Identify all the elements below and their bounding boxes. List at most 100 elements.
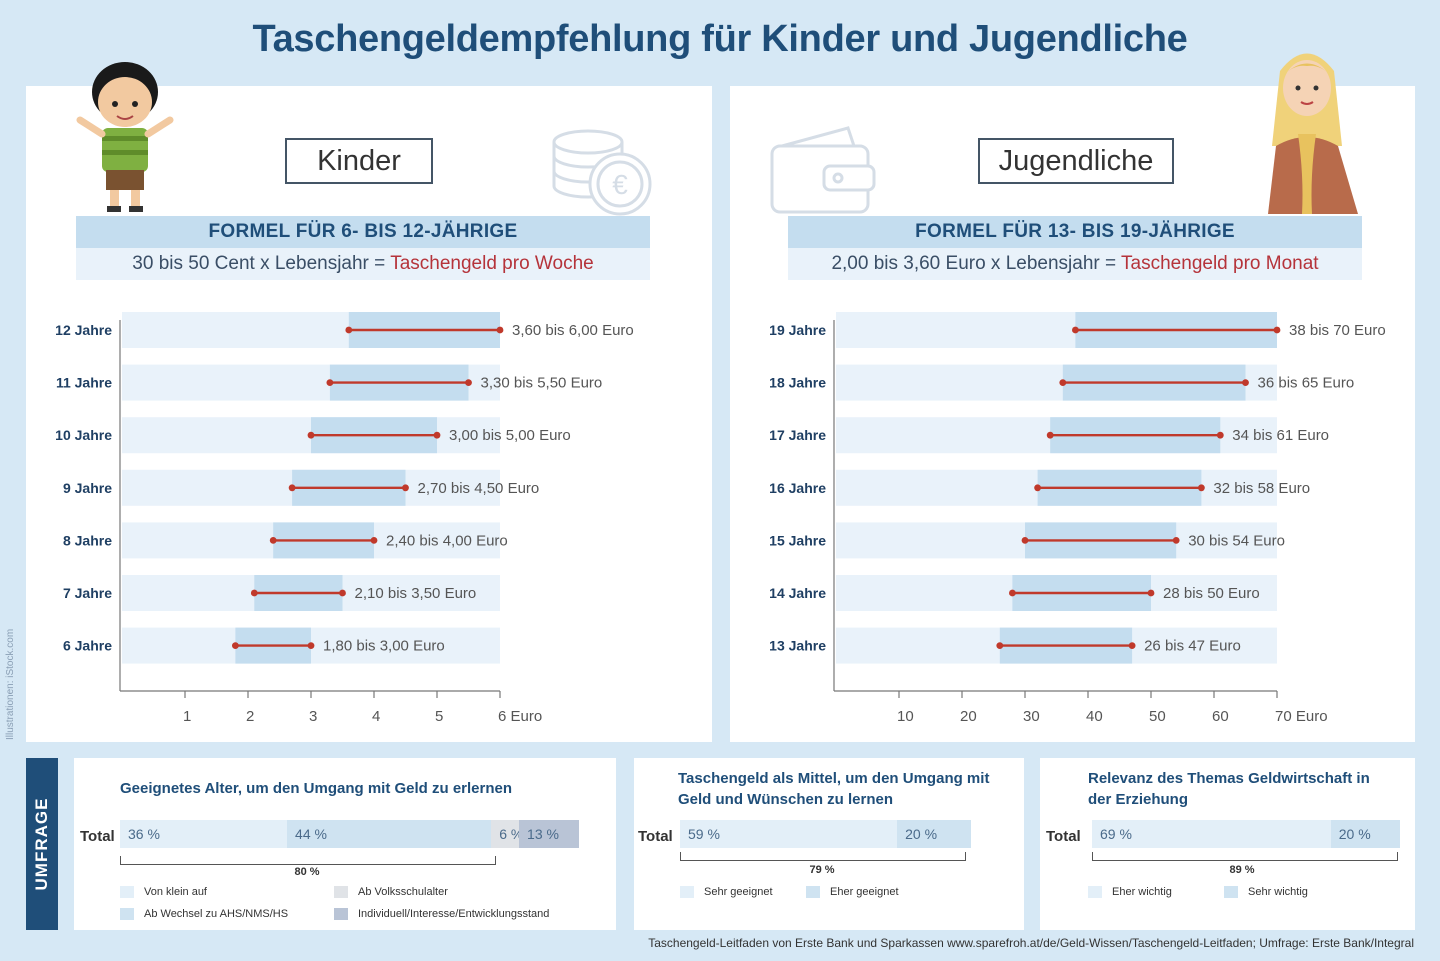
kinder-formula-main: 30 bis 50 Cent x Lebensjahr = [132,253,391,274]
range-max-point [1198,484,1205,492]
range-max-point [433,431,441,439]
kinder-label: Kinder [285,138,433,184]
range-max-point [1128,642,1136,649]
legend-item: Sehr wichtig [1224,886,1308,898]
jugendliche-chart: 19 Jahre 38 bis 70 Euro 18 Jahre 36 bis 65 … [769,312,1386,725]
x-tick-label: 1 [183,708,191,725]
girl-illustration [1268,53,1358,214]
bar-segment: 36 % [120,820,288,848]
bar-segment: 69 % [1092,820,1331,848]
category-label: 8 Jahre [63,532,112,548]
legend-label: Individuell/Interesse/Entwicklungsstand [358,908,550,920]
x-tick-label: 6 Euro [498,708,542,725]
jugendliche-formula-heading: FORMEL FÜR 13- BIS 19-JÄHRIGE [788,216,1362,248]
range-max-point [1147,589,1155,597]
wallet-icon [770,126,876,214]
range-max-point [307,642,315,649]
bracket-value: 79 % [809,864,835,876]
x-tick-label: 40 [1086,708,1103,725]
bracket [1092,852,1398,861]
survey-tag-label: UMFRAGE [32,797,51,891]
bar-segment: 13 % [519,820,580,848]
bracket-value: 80 % [294,866,320,878]
survey-panel-relevance: Relevanz des Themas Geldwirtschaft in de… [1040,758,1415,930]
value-label: 38 bis 70 Euro [1289,322,1386,339]
survey-panel-age: Geeignetes Alter, um den Umgang mit Geld… [74,758,616,930]
category-label: 15 Jahre [769,532,826,548]
range-max-point [1273,326,1281,334]
value-label: 36 bis 65 Euro [1258,375,1355,392]
bar-segment: 59 % [680,820,898,848]
kinder-formula-result: Taschengeld pro Woche [390,253,594,274]
survey-title: Geeignetes Alter, um den Umgang mit Geld… [120,780,513,797]
range-min-point [1034,484,1041,492]
range-max-point [370,537,378,544]
range-min-point [1021,537,1029,544]
kinder-chart: 12 Jahre 3,60 bis 6,00 Euro 11 Jahre 3,30 b… [55,312,634,725]
range-min-point [288,484,296,492]
legend-item: Eher wichtig [1088,886,1172,898]
range-max-point [1172,537,1180,544]
category-label: 14 Jahre [769,585,826,601]
range-min-point [326,379,334,386]
value-label: 1,80 bis 3,00 Euro [323,638,445,655]
survey-title: Taschengeld als Mittel, um den Umgang mi… [678,770,990,808]
range-min-point [1009,589,1016,597]
jugendliche-label: Jugendliche [978,138,1174,184]
range-min-point [1059,379,1067,386]
x-tick-label: 10 [897,708,914,725]
value-label: 34 bis 61 Euro [1232,427,1329,444]
category-label: 13 Jahre [769,638,826,654]
survey-title: Relevanz des Themas Geldwirtschaft in de… [1088,770,1370,808]
total-label: Total [80,828,115,845]
category-label: 17 Jahre [769,427,826,443]
legend-label: Sehr wichtig [1248,886,1308,898]
legend-item: Sehr geeignet [680,886,773,898]
legend-item: Individuell/Interesse/Entwicklungsstand [334,908,549,920]
category-label: 11 Jahre [56,375,112,391]
category-label: 12 Jahre [55,322,112,338]
value-label: 3,60 bis 6,00 Euro [512,322,634,339]
survey-panel-pocket-money: Taschengeld als Mittel, um den Umgang mi… [634,758,1024,930]
x-tick-label: 60 [1212,708,1229,725]
x-tick-label: 4 [372,708,380,725]
legend-label: Ab Wechsel zu AHS/NMS/HS [144,908,289,920]
bar-segment: 20 % [897,820,971,848]
category-label: 6 Jahre [63,638,112,654]
x-tick-label: 50 [1149,708,1166,725]
range-max-point [465,379,472,386]
kinder-formula-heading: FORMEL FÜR 6- BIS 12-JÄHRIGE [76,216,650,248]
jugendliche-formula: 2,00 bis 3,60 Euro x Lebensjahr = Tasche… [788,248,1362,280]
x-tick-label: 30 [1023,708,1040,725]
legend-label: Sehr geeignet [704,886,773,898]
bar-segment: 44 % [287,820,492,848]
legend-label: Ab Volksschulalter [358,886,448,898]
range-min-point [307,431,315,439]
x-tick-label: 2 [246,708,254,725]
legend-label: Eher geeignet [830,886,899,898]
legend-item: Ab Wechsel zu AHS/NMS/HS [120,908,288,920]
range-max-point [339,589,346,597]
image-credit: Illustrationen: iStock.com [5,628,16,740]
category-label: 19 Jahre [769,322,826,338]
value-label: 32 bis 58 Euro [1213,480,1310,497]
bracket [680,852,966,861]
category-label: 9 Jahre [63,480,112,496]
range-min-point [996,642,1004,649]
kinder-formula: 30 bis 50 Cent x Lebensjahr = Taschengel… [76,248,650,280]
x-tick-label: 5 [435,708,443,725]
page-title: Taschengeldempfehlung für Kinder und Jug… [252,18,1188,60]
total-label: Total [638,828,673,845]
category-label: 18 Jahre [769,375,826,391]
range-min-point [232,642,239,649]
svg-text:€: € [612,169,628,200]
range-min-point [1046,431,1054,439]
range-min-point [345,326,353,334]
source-note: Taschengeld-Leitfaden von Erste Bank und… [648,936,1414,950]
category-label: 10 Jahre [55,427,112,443]
value-label: 3,30 bis 5,50 Euro [481,375,603,392]
value-label: 28 bis 50 Euro [1163,585,1260,602]
value-label: 30 bis 54 Euro [1188,532,1285,549]
range-max-point [1242,379,1249,386]
bracket-value: 89 % [1229,864,1255,876]
